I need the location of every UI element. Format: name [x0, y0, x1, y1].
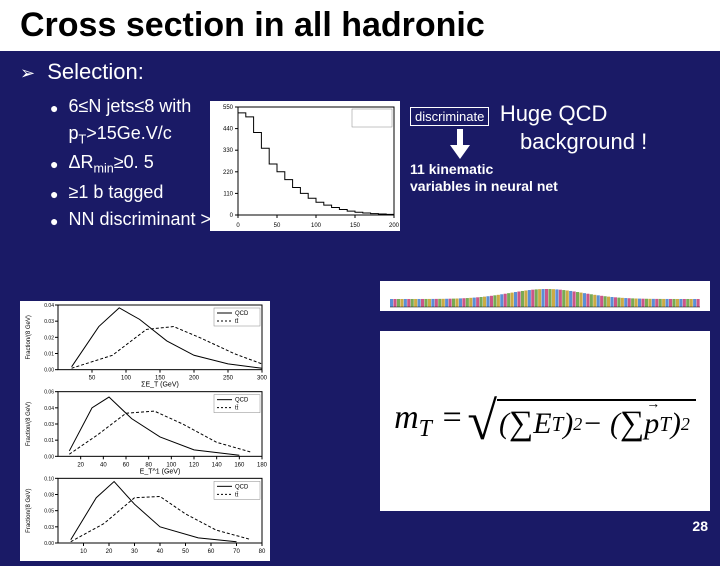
- svg-text:100: 100: [311, 223, 322, 229]
- svg-text:40: 40: [157, 549, 164, 555]
- svg-text:40: 40: [100, 462, 107, 468]
- svg-text:tt̄: tt̄: [235, 405, 239, 412]
- svg-text:0.08: 0.08: [44, 493, 54, 499]
- svg-text:0.04: 0.04: [44, 406, 54, 412]
- kinematic-text: 11 kinematic variables in neural net: [410, 161, 558, 195]
- selection-heading: ➢ Selection:: [20, 59, 700, 85]
- svg-text:QCD: QCD: [235, 484, 249, 490]
- svg-text:50: 50: [89, 376, 96, 382]
- svg-text:0.04: 0.04: [44, 303, 54, 309]
- triple-panel-svg: 501001502002503000.000.010.020.030.04QCD…: [20, 301, 270, 561]
- svg-text:QCD: QCD: [235, 311, 249, 317]
- bullet-text: ΔRmin≥0. 5: [68, 149, 153, 178]
- svg-text:300: 300: [257, 376, 268, 382]
- svg-text:0.03: 0.03: [44, 525, 54, 531]
- discriminate-box: discriminate: [410, 107, 489, 126]
- svg-text:E_T^1 (GeV): E_T^1 (GeV): [140, 468, 181, 475]
- bullet-text: ≥1 b tagged: [68, 179, 163, 206]
- svg-text:0.05: 0.05: [44, 509, 54, 515]
- svg-text:0.00: 0.00: [44, 454, 54, 460]
- colored-bar-strip: [380, 281, 710, 311]
- svg-text:140: 140: [212, 462, 223, 468]
- svg-text:330: 330: [223, 148, 234, 154]
- bar-strip-svg: [380, 281, 710, 311]
- svg-text:tt̄: tt̄: [235, 318, 239, 325]
- svg-text:220: 220: [223, 170, 234, 176]
- svg-text:0.01: 0.01: [44, 438, 54, 444]
- svg-text:30: 30: [131, 549, 138, 555]
- svg-text:120: 120: [189, 462, 200, 468]
- svg-text:0: 0: [236, 223, 240, 229]
- svg-text:20: 20: [77, 462, 84, 468]
- svg-text:20: 20: [106, 549, 113, 555]
- svg-text:0.06: 0.06: [44, 390, 54, 396]
- svg-text:550: 550: [223, 105, 234, 111]
- svg-text:60: 60: [208, 549, 215, 555]
- svg-text:0: 0: [230, 213, 234, 219]
- huge-qcd-2: background !: [520, 129, 700, 155]
- svg-text:Fraction/(8 GeV): Fraction/(8 GeV): [26, 402, 32, 446]
- svg-text:250: 250: [223, 376, 234, 382]
- svg-text:0.01: 0.01: [44, 352, 54, 358]
- content-area: ➢ Selection: ● 6≤N jets≤8 withpT>15Ge.V/…: [0, 51, 720, 241]
- page-number: 28: [692, 518, 708, 534]
- down-arrow-icon: [450, 129, 470, 159]
- slide-title: Cross section in all hadronic: [0, 0, 720, 51]
- triple-panel-chart: 501001502002503000.000.010.020.030.04QCD…: [20, 301, 270, 561]
- svg-text:440: 440: [223, 127, 234, 133]
- svg-text:0.02: 0.02: [44, 335, 54, 341]
- bullet-dot-icon: ●: [50, 98, 58, 119]
- svg-text:160: 160: [234, 462, 245, 468]
- formula: mT = √ (∑ ET)2 − (∑ →pT)2: [394, 399, 696, 443]
- svg-text:0.00: 0.00: [44, 541, 54, 547]
- svg-text:ΣE_T (GeV): ΣE_T (GeV): [141, 382, 179, 389]
- svg-text:0.10: 0.10: [44, 476, 54, 482]
- selection-heading-text: Selection:: [47, 59, 144, 84]
- bullet-dot-icon: ●: [50, 154, 58, 175]
- svg-text:80: 80: [259, 549, 266, 555]
- bullet-text: 6≤N jets≤8 withpT>15Ge.V/c: [68, 93, 191, 149]
- bullet-dot-icon: ●: [50, 184, 58, 205]
- svg-text:0.03: 0.03: [44, 319, 54, 325]
- svg-text:10: 10: [80, 549, 87, 555]
- svg-text:110: 110: [223, 191, 233, 197]
- inset-histogram: 0 50 100 150 200 0 110 220 330 440 550: [210, 101, 400, 231]
- svg-text:tt̄: tt̄: [235, 492, 239, 499]
- bullet-dot-icon: ●: [50, 211, 58, 232]
- svg-text:100: 100: [121, 376, 132, 382]
- svg-text:Fraction/(8 GeV): Fraction/(8 GeV): [26, 488, 32, 532]
- svg-text:0.03: 0.03: [44, 422, 54, 428]
- svg-text:180: 180: [257, 462, 268, 468]
- svg-text:60: 60: [123, 462, 130, 468]
- svg-text:50: 50: [182, 549, 189, 555]
- arrow-icon: ➢: [20, 63, 35, 83]
- huge-qcd-1: Huge QCD: [500, 101, 608, 126]
- svg-text:Fraction/(8 GeV): Fraction/(8 GeV): [26, 315, 32, 359]
- kinematic-line2: variables in neural net: [410, 178, 558, 194]
- kinematic-line1: 11 kinematic: [410, 161, 493, 177]
- svg-text:QCD: QCD: [235, 398, 249, 404]
- svg-text:200: 200: [189, 376, 200, 382]
- svg-text:200: 200: [389, 223, 400, 229]
- svg-text:50: 50: [274, 223, 281, 229]
- svg-text:0.00: 0.00: [44, 368, 54, 374]
- svg-text:70: 70: [233, 549, 240, 555]
- formula-box: mT = √ (∑ ET)2 − (∑ →pT)2: [380, 331, 710, 511]
- svg-text:150: 150: [350, 223, 361, 229]
- inset-histogram-svg: 0 50 100 150 200 0 110 220 330 440 550: [210, 101, 400, 231]
